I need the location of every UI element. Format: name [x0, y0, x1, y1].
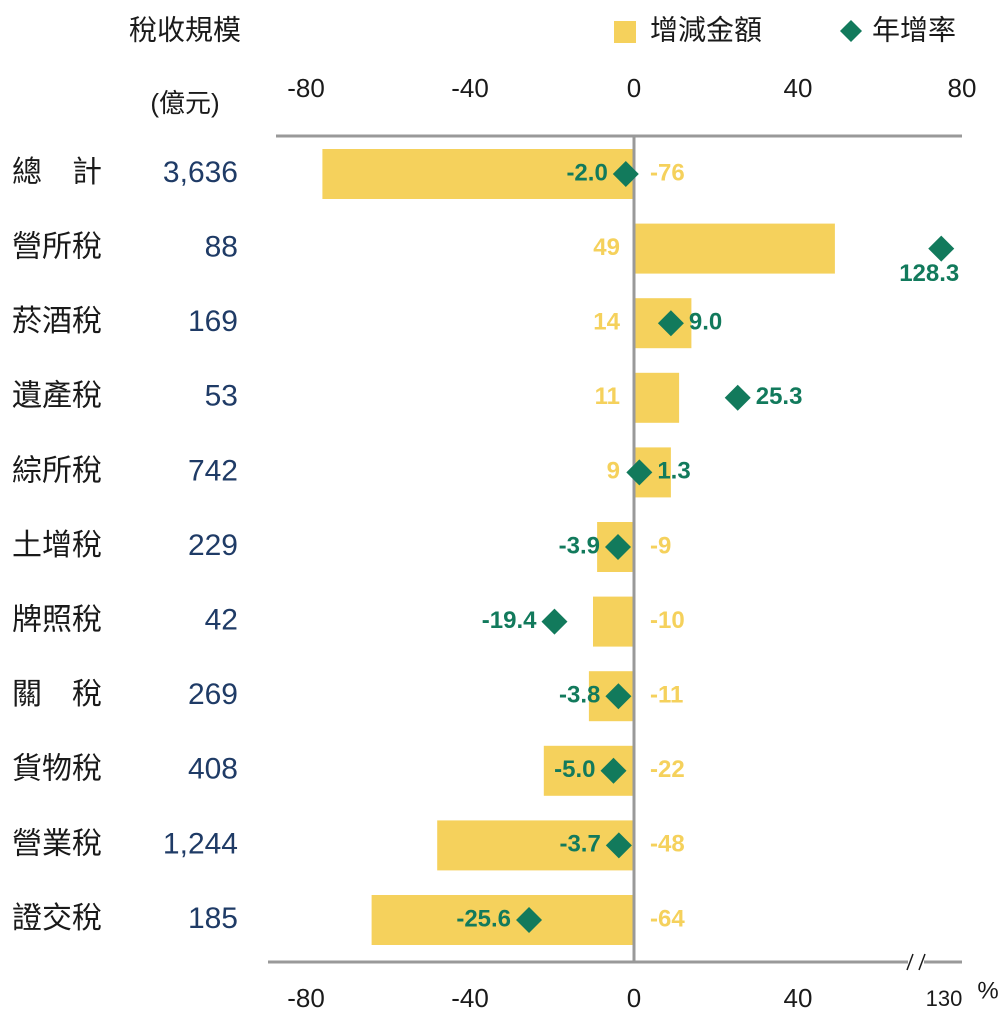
- axis-break-mark: [918, 953, 926, 971]
- rate-value-label: -5.0: [554, 756, 595, 783]
- x2-tick-label: -80: [287, 983, 325, 1013]
- rate-value-label: 25.3: [756, 383, 803, 410]
- x2-unit: %: [977, 977, 998, 1004]
- rate-value-label: -19.4: [482, 607, 537, 634]
- size-label: 53: [205, 380, 238, 413]
- bar-value-label: -22: [650, 756, 685, 783]
- rate-marker: [612, 161, 639, 187]
- bar-value-label: -9: [650, 532, 671, 559]
- rate-marker: [600, 757, 627, 784]
- x-tick-label: 0: [627, 73, 641, 103]
- size-label: 42: [205, 604, 238, 637]
- legend-label: 年增率: [872, 14, 956, 45]
- bar: [634, 223, 835, 274]
- category-label: 貨物稅: [12, 753, 102, 786]
- category-label: 遺產稅: [12, 380, 102, 413]
- axis-break-mark: [906, 953, 914, 971]
- rate-value-label: -2.0: [566, 159, 607, 186]
- size-label: 185: [188, 902, 238, 935]
- category-label: 綜所稅: [12, 454, 102, 487]
- rate-marker: [605, 832, 632, 859]
- size-label: 229: [188, 529, 238, 562]
- bar-value-label: -11: [650, 682, 683, 709]
- rate-marker: [516, 907, 543, 933]
- size-label: 269: [188, 678, 238, 711]
- legend-swatch: [614, 21, 636, 43]
- size-label: 88: [205, 231, 238, 264]
- category-label: 關 稅: [12, 678, 102, 711]
- rate-value-label: -3.8: [559, 682, 600, 709]
- bar-value-label: 9: [607, 458, 620, 485]
- size-label: 1,244: [163, 827, 238, 860]
- bar: [634, 372, 680, 423]
- rate-value-label: 1.3: [657, 458, 690, 485]
- x-tick-label: 40: [784, 73, 813, 103]
- category-label: 營所稅: [12, 231, 102, 264]
- rate-marker: [541, 608, 568, 635]
- size-label: 169: [188, 305, 238, 338]
- bar-value-label: 14: [593, 309, 620, 336]
- rate-value-label: -25.6: [456, 905, 511, 932]
- rate-marker: [626, 459, 653, 486]
- bar-value-label: 49: [593, 234, 620, 261]
- rate-value-label: 9.0: [689, 309, 722, 336]
- legend-label: 增減金額: [650, 14, 762, 45]
- category-label: 牌照稅: [12, 604, 102, 637]
- x2-tick-label: 130: [926, 986, 963, 1011]
- rate-value-label: -3.9: [559, 532, 600, 559]
- category-label: 總 計: [12, 156, 102, 189]
- bar-value-label: -64: [650, 905, 685, 932]
- category-label: 營業稅: [12, 827, 102, 860]
- bar-value-label: -76: [650, 159, 685, 186]
- legend-swatch: [840, 20, 862, 42]
- axis-break-gap: [908, 958, 924, 966]
- size-header: 稅收規模: [129, 14, 241, 45]
- rate-marker: [724, 384, 751, 411]
- rate-marker: [657, 310, 684, 337]
- bar: [371, 895, 634, 945]
- category-label: 菸酒稅: [12, 305, 102, 338]
- x2-tick-label: -40: [451, 983, 489, 1013]
- x2-tick-label: 40: [784, 983, 813, 1013]
- category-label: 土增稅: [12, 529, 102, 562]
- x-tick-label: -40: [451, 73, 489, 103]
- rate-value-label: -3.7: [559, 831, 600, 858]
- bar-value-label: -48: [650, 831, 685, 858]
- size-label: 408: [188, 753, 238, 786]
- bar: [322, 149, 634, 199]
- rate-marker: [605, 534, 632, 560]
- x2-tick-label: 0: [627, 983, 641, 1013]
- bar-value-label: -10: [650, 607, 685, 634]
- bar: [437, 820, 634, 871]
- x-tick-label: 80: [948, 73, 977, 103]
- size-label: 742: [188, 454, 238, 487]
- x-tick-label: -80: [287, 73, 325, 103]
- rate-marker: [605, 683, 632, 710]
- size-unit: (億元): [150, 88, 219, 118]
- bar-value-label: 11: [595, 383, 620, 410]
- rate-value-label: 128.3: [899, 260, 959, 287]
- bar: [593, 596, 634, 647]
- size-label: 3,636: [163, 156, 238, 189]
- rate-marker: [928, 235, 955, 262]
- category-label: 證交稅: [12, 902, 102, 935]
